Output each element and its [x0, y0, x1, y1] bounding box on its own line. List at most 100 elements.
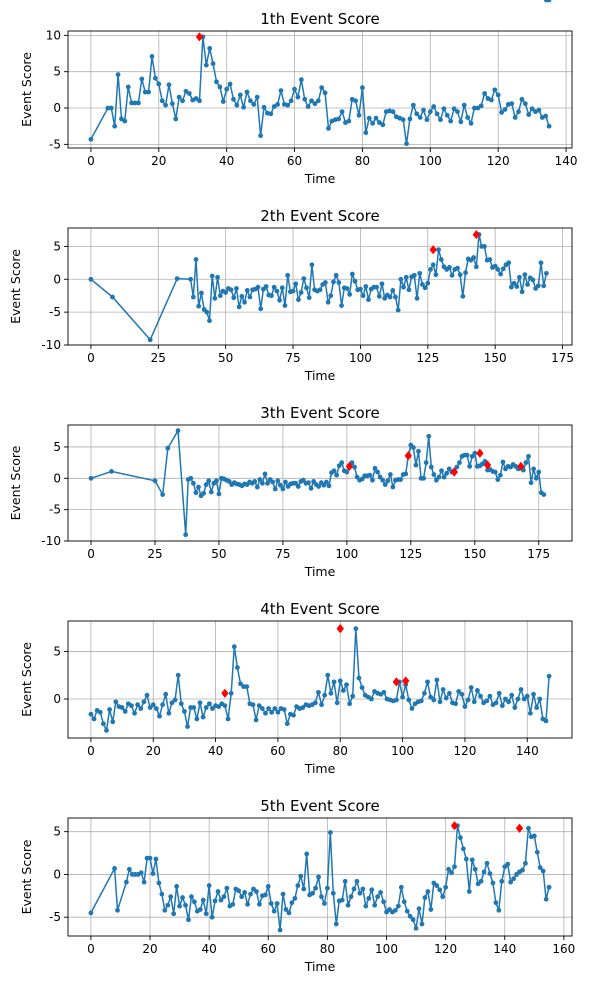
data-point: [484, 698, 490, 704]
data-point: [91, 716, 97, 722]
data-point: [176, 94, 182, 100]
data-point: [207, 318, 212, 324]
x-tick-label: 0: [87, 744, 95, 758]
data-point: [200, 897, 206, 903]
data-point: [472, 105, 477, 111]
data-point: [350, 693, 356, 699]
data-point: [236, 888, 242, 894]
data-point: [344, 469, 350, 475]
data-point: [406, 697, 412, 703]
data-point: [454, 464, 460, 470]
axes-frame: [67, 424, 573, 542]
y-tick-label: -10: [41, 534, 61, 548]
data-point: [242, 889, 248, 895]
data-point: [416, 906, 422, 912]
data-point: [282, 303, 288, 308]
data-point: [369, 696, 374, 702]
data-point: [437, 699, 443, 705]
axes-frame: [67, 227, 573, 346]
data-point: [439, 468, 444, 474]
data-point: [319, 85, 325, 91]
data-point: [132, 710, 137, 716]
anomaly-marker: [429, 245, 437, 255]
data-point: [261, 104, 267, 110]
data-point: [172, 697, 178, 703]
data-point: [157, 713, 162, 719]
data-point: [234, 286, 239, 291]
data-point: [478, 693, 483, 699]
grid: [68, 621, 572, 738]
data-point: [165, 902, 171, 908]
data-point: [254, 94, 260, 100]
anomaly-marker: [402, 676, 410, 686]
data-point: [482, 91, 488, 96]
data-point: [460, 293, 466, 299]
data-point: [526, 453, 531, 459]
data-point: [325, 672, 331, 678]
data-point: [183, 88, 189, 94]
chart-title: 3th Event Score: [260, 404, 379, 422]
data-point: [511, 280, 517, 286]
data-point: [326, 483, 332, 489]
x-tick-label: 120: [453, 744, 476, 758]
y-tick-label: 0: [53, 867, 61, 881]
data-point: [370, 120, 376, 126]
data-point: [529, 106, 535, 112]
chart-title: 5th Event Score: [260, 797, 379, 815]
data-point: [533, 475, 539, 481]
data-point: [407, 913, 413, 919]
chart-title: 2th Event Score: [260, 207, 379, 225]
data-point: [301, 276, 307, 282]
x-tick-label: 100: [391, 744, 414, 758]
data-point: [411, 272, 417, 278]
data-point: [401, 899, 407, 905]
data-point: [488, 97, 494, 103]
data-point: [105, 105, 111, 111]
data-point: [125, 84, 131, 90]
data-point: [312, 700, 318, 706]
x-tick-label: 150: [484, 351, 507, 365]
data-point: [139, 76, 145, 82]
data-point: [206, 701, 212, 707]
data-point: [326, 125, 331, 131]
series-line: [90, 36, 550, 145]
anomaly-marker: [515, 823, 524, 833]
data-point: [271, 284, 277, 290]
data-point: [546, 884, 552, 890]
data-point: [463, 270, 468, 276]
data-point: [430, 262, 436, 268]
data-point: [163, 691, 169, 697]
data-point: [363, 130, 369, 136]
data-point: [304, 851, 310, 857]
data-point: [188, 276, 194, 282]
data-point: [351, 886, 357, 892]
data-point: [466, 889, 472, 894]
data-point: [357, 890, 363, 896]
data-point: [255, 284, 261, 290]
data-point: [316, 484, 322, 489]
x-axis-label: Time: [304, 368, 336, 383]
data-point: [275, 709, 281, 715]
data-point: [173, 116, 179, 122]
data-point: [342, 878, 348, 884]
data-point: [144, 692, 150, 698]
data-point: [110, 719, 116, 725]
data-point: [239, 894, 245, 900]
data-point: [376, 293, 382, 299]
data-point: [481, 869, 487, 875]
data-point: [436, 247, 441, 253]
series-points: [88, 626, 552, 733]
data-point: [537, 696, 543, 702]
data-point: [215, 889, 221, 894]
data-point: [271, 908, 277, 914]
data-point: [324, 885, 330, 891]
data-point: [404, 141, 409, 147]
data-point: [280, 486, 286, 492]
data-point: [541, 283, 547, 289]
data-point: [284, 721, 290, 727]
data-point: [434, 883, 440, 888]
data-point: [401, 284, 406, 290]
data-point: [541, 492, 547, 497]
data-point: [150, 871, 156, 876]
data-point: [356, 112, 362, 118]
